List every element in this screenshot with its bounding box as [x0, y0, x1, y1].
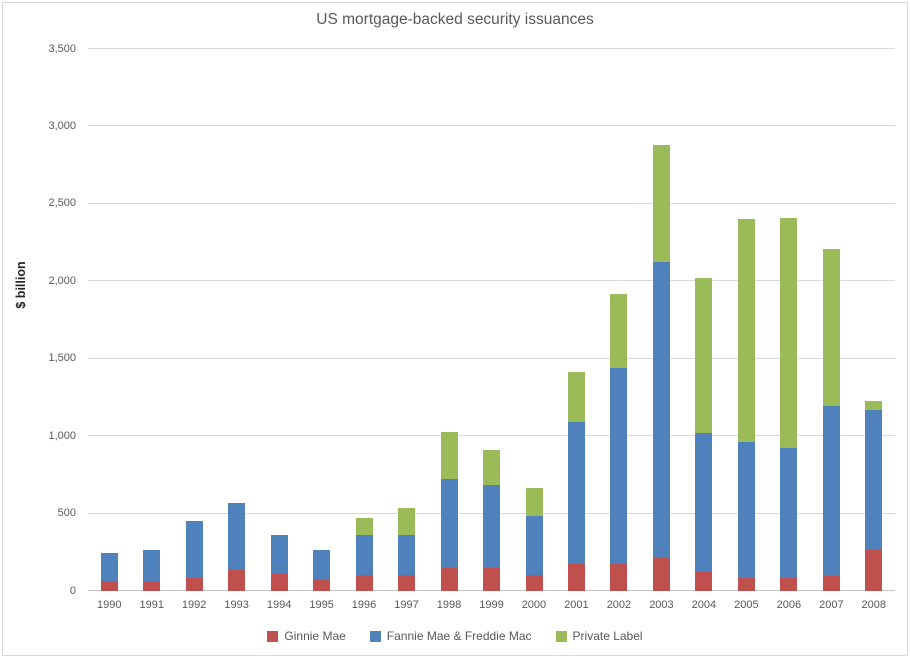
- legend-label-private-label: Private Label: [572, 629, 643, 643]
- bar-1997-private-label: [398, 507, 416, 535]
- legend-label-fannie-mae-freddie-mac: Fannie Mae & Freddie Mac: [386, 629, 532, 643]
- legend-item-private-label: Private Label: [555, 629, 643, 643]
- bar-1990-ginnie-mae: [100, 581, 118, 591]
- gridline: [88, 357, 895, 359]
- bar-2003-private-label: [652, 145, 670, 262]
- x-tick-label-2001: 2001: [564, 599, 589, 611]
- legend-label-ginnie-mae: Ginnie Mae: [284, 629, 346, 643]
- bar-1998-ginnie-mae: [440, 567, 458, 591]
- bar-1991-ginnie-mae: [143, 581, 161, 591]
- bar-2005-ginnie-mae: [737, 577, 755, 591]
- bar-1996-fannie-mae-freddie-mac: [355, 534, 373, 576]
- x-tick-label-2006: 2006: [776, 599, 802, 611]
- bar-2007-private-label: [822, 249, 840, 406]
- x-tick-label-2008: 2008: [861, 599, 886, 611]
- x-tick-label-2005: 2005: [734, 599, 759, 611]
- bar-2006-private-label: [780, 218, 798, 448]
- bar-2001-ginnie-mae: [567, 563, 585, 591]
- bar-1999-fannie-mae-freddie-mac: [483, 484, 500, 568]
- bar-2008-ginnie-mae: [865, 549, 883, 591]
- y-tick-label-0: 0: [69, 584, 76, 597]
- bar-2004-fannie-mae-freddie-mac: [695, 433, 713, 572]
- x-tick-label-1996: 1996: [351, 599, 377, 611]
- y-tick-label-2-000: 2,000: [48, 274, 76, 287]
- bar-2004-ginnie-mae: [695, 571, 713, 591]
- bar-1996-ginnie-mae: [355, 575, 373, 591]
- bar-1993-fannie-mae-freddie-mac: [228, 503, 246, 570]
- bar-1994-ginnie-mae: [270, 573, 288, 591]
- gridline: [88, 435, 895, 437]
- bar-2003-ginnie-mae: [652, 558, 670, 591]
- x-tick-label-1990: 1990: [97, 599, 122, 611]
- legend-swatch-fannie-mae-freddie-mac: [369, 630, 381, 642]
- gridline: [88, 202, 895, 204]
- bar-1992-fannie-mae-freddie-mac: [185, 520, 203, 579]
- bar-2000-ginnie-mae: [525, 574, 543, 591]
- y-tick-label-1-000: 1,000: [48, 429, 76, 442]
- bar-1998-fannie-mae-freddie-mac: [440, 478, 458, 568]
- chart-title: US mortgage-backed security issuances: [316, 11, 594, 28]
- x-tick-label-1997: 1997: [394, 599, 419, 611]
- x-tick-label-1992: 1992: [181, 599, 207, 611]
- x-tick-label-1994: 1994: [266, 599, 292, 611]
- x-tick-label-2003: 2003: [649, 599, 674, 611]
- bar-1993-ginnie-mae: [228, 569, 246, 591]
- bar-2003-fannie-mae-freddie-mac: [652, 261, 670, 558]
- bar-2007-fannie-mae-freddie-mac: [822, 406, 840, 577]
- bar-1996-private-label: [355, 517, 373, 535]
- gridline: [88, 280, 895, 282]
- legend-swatch-private-label: [555, 630, 567, 642]
- legend-item-fannie-mae-freddie-mac: Fannie Mae & Freddie Mac: [369, 629, 532, 643]
- bar-2008-fannie-mae-freddie-mac: [865, 410, 883, 550]
- x-tick-label-1998: 1998: [436, 599, 462, 611]
- bar-2002-ginnie-mae: [610, 564, 628, 591]
- bar-2006-fannie-mae-freddie-mac: [780, 447, 798, 579]
- bar-1995-ginnie-mae: [313, 579, 331, 591]
- gridline: [88, 48, 895, 49]
- y-tick-label-500: 500: [57, 507, 76, 520]
- x-tick-label-2000: 2000: [521, 599, 547, 611]
- bar-2006-ginnie-mae: [780, 578, 798, 591]
- plot-area: [88, 48, 895, 591]
- bar-2005-private-label: [737, 218, 755, 442]
- bar-1999-ginnie-mae: [483, 567, 500, 591]
- bar-1997-ginnie-mae: [398, 574, 416, 591]
- bar-2002-fannie-mae-freddie-mac: [610, 367, 628, 565]
- x-tick-label-2002: 2002: [606, 599, 632, 611]
- bar-2001-private-label: [567, 371, 585, 423]
- x-tick-label-1999: 1999: [479, 599, 504, 611]
- bar-2005-fannie-mae-freddie-mac: [737, 441, 755, 578]
- x-tick-label-2004: 2004: [691, 599, 717, 611]
- x-tick-label-1993: 1993: [224, 599, 249, 611]
- gridline: [88, 125, 895, 127]
- y-tick-label-3-000: 3,000: [48, 119, 76, 132]
- legend-swatch-ginnie-mae: [267, 630, 279, 642]
- y-tick-label-3-500: 3,500: [48, 42, 76, 55]
- bar-1995-fannie-mae-freddie-mac: [313, 550, 331, 580]
- bar-2004-private-label: [695, 277, 713, 434]
- x-tick-label-1995: 1995: [309, 599, 334, 611]
- legend-item-ginnie-mae: Ginnie Mae: [267, 629, 346, 643]
- bar-1998-private-label: [440, 431, 458, 479]
- bar-1991-fannie-mae-freddie-mac: [143, 549, 161, 582]
- x-tick-label-1991: 1991: [139, 599, 164, 611]
- bar-2000-fannie-mae-freddie-mac: [525, 516, 543, 575]
- y-tick-label-1-500: 1,500: [48, 352, 76, 365]
- bar-1992-ginnie-mae: [185, 578, 203, 591]
- x-tick-label-2007: 2007: [819, 599, 844, 611]
- bar-2002-private-label: [610, 294, 628, 368]
- bar-2001-fannie-mae-freddie-mac: [567, 422, 585, 564]
- bar-2000-private-label: [525, 488, 543, 517]
- y-tick-label-2-500: 2,500: [48, 197, 76, 210]
- bar-1997-fannie-mae-freddie-mac: [398, 534, 416, 575]
- bar-1990-fannie-mae-freddie-mac: [100, 553, 118, 582]
- bar-1994-fannie-mae-freddie-mac: [270, 535, 288, 574]
- bar-1999-private-label: [483, 450, 500, 485]
- legend: Ginnie Mae Fannie Mae & Freddie Mac Privat…: [0, 629, 910, 643]
- bar-2007-ginnie-mae: [822, 576, 840, 591]
- bar-2008-private-label: [865, 400, 883, 411]
